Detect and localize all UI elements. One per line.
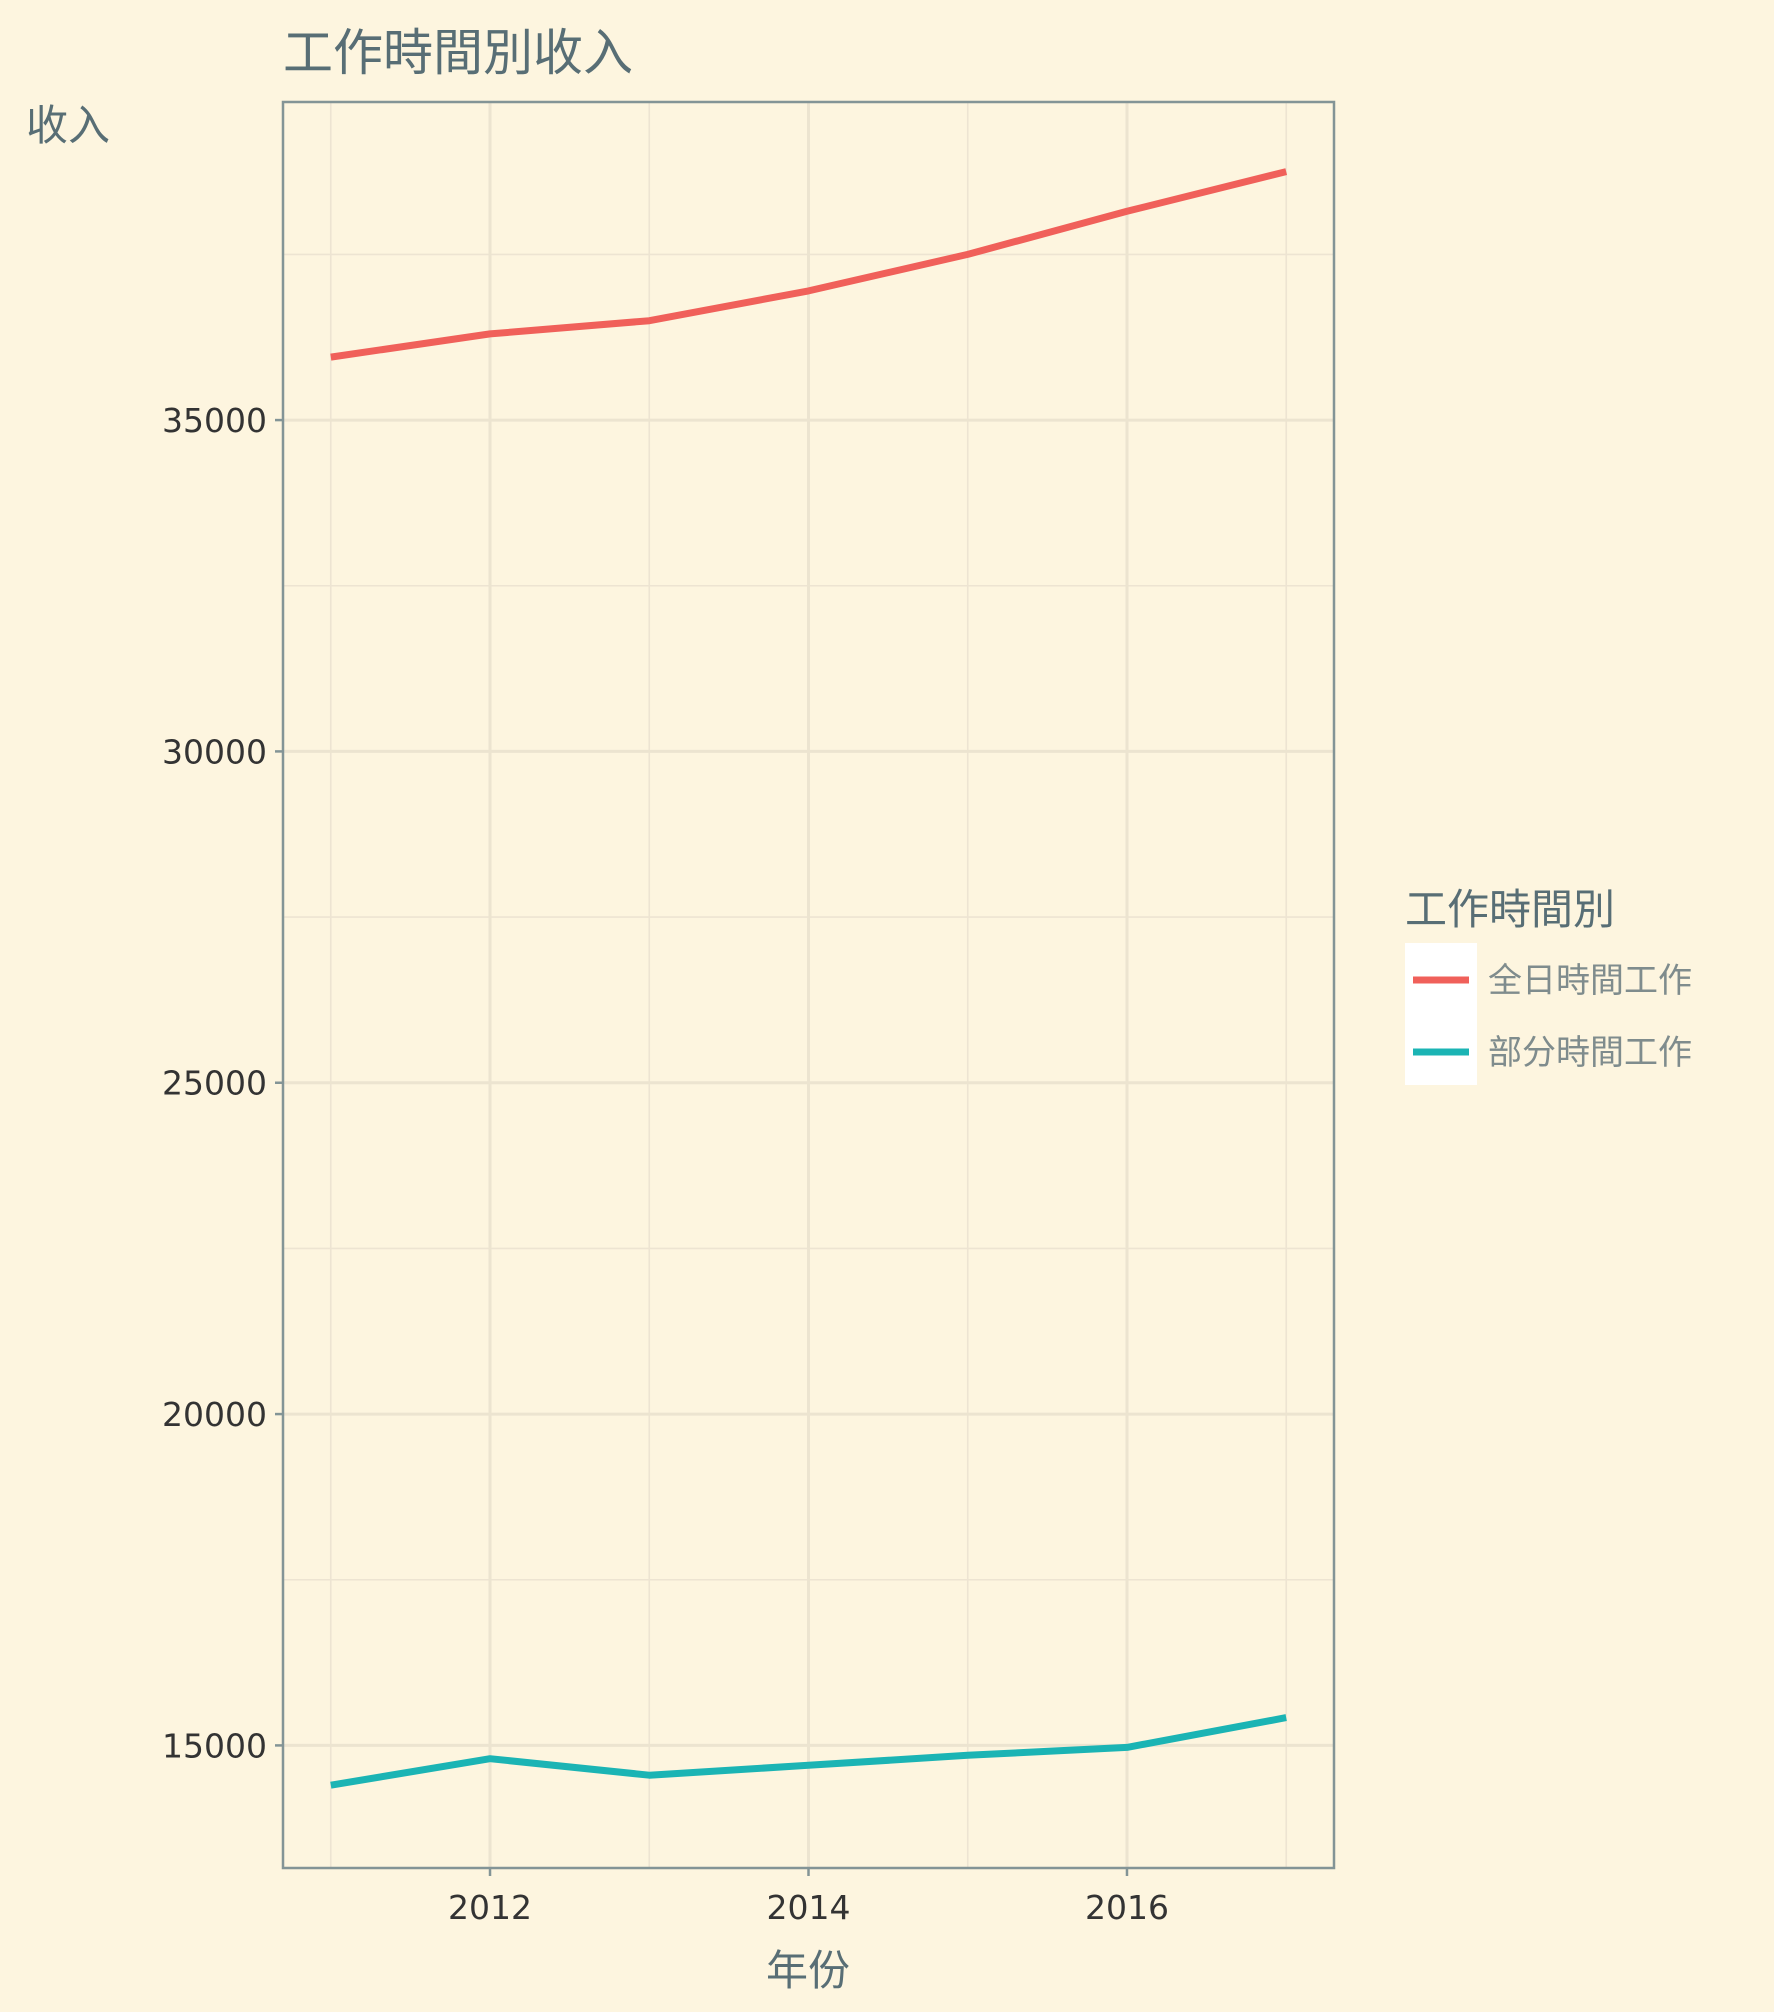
series-line-1: [330, 168, 1288, 361]
legend-label: 全日時間工作: [1488, 961, 1692, 1001]
legend-key-background: [1405, 943, 1477, 1085]
legend-label: 部分時間工作: [1488, 1033, 1692, 1073]
axis-ticks: [275, 418, 1129, 1876]
grid: [283, 102, 1334, 1868]
y-axis-label: 收入: [26, 101, 110, 150]
x-axis-label: 年份: [766, 1946, 850, 1995]
series-layer: [330, 168, 1288, 1789]
tick-labels: 15000 20000 25000 30000 35000 2012 2014 2016: [162, 401, 1169, 1927]
x-tick-label: 2012: [448, 1888, 532, 1927]
y-tick-label: 35000: [162, 401, 267, 440]
y-tick-label: 25000: [162, 1064, 267, 1103]
y-tick-label: 20000: [162, 1395, 267, 1434]
x-tick-label: 2014: [767, 1888, 851, 1927]
legend-title: 工作時間別: [1405, 885, 1615, 934]
y-tick-label: 15000: [162, 1726, 267, 1765]
series-line-2: [330, 1714, 1287, 1789]
x-tick-label: 2016: [1085, 1888, 1169, 1927]
y-tick-label: 30000: [162, 732, 267, 771]
chart-title: 工作時間別收入: [283, 24, 633, 82]
